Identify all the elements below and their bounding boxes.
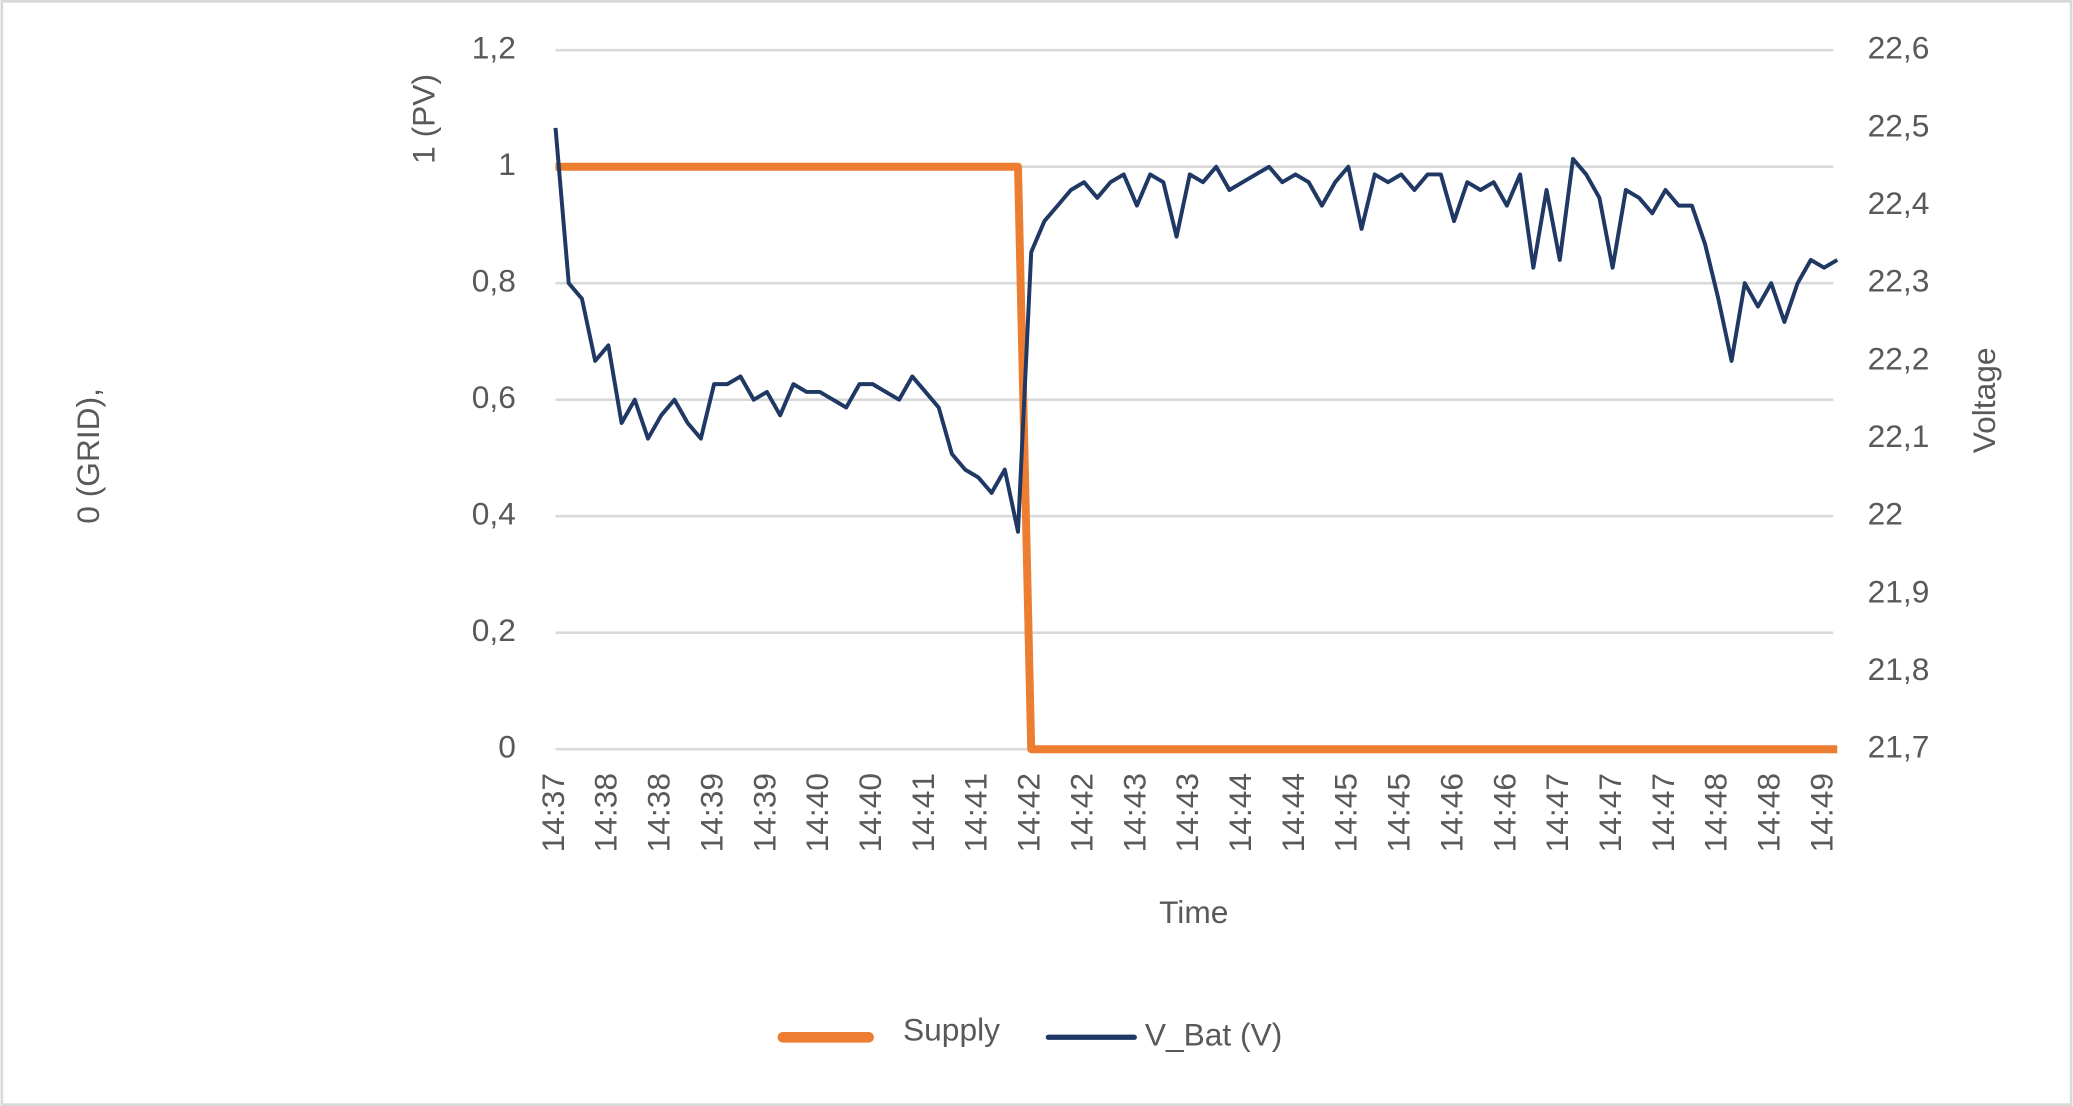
legend-label: Supply — [903, 1011, 1000, 1047]
x-tick-label: 14:41 — [905, 773, 941, 852]
x-tick-label: 14:45 — [1381, 773, 1417, 852]
series-line — [553, 127, 1839, 534]
x-tick-label: 14:46 — [1433, 773, 1469, 852]
x-tick-label: 14:45 — [1328, 773, 1364, 852]
x-tick-label: 14:47 — [1592, 773, 1628, 852]
x-tick-label: 14:47 — [1645, 773, 1681, 852]
y2-axis-title: Voltage — [1966, 347, 2002, 453]
y-tick-label: 1 — [498, 146, 516, 182]
y2-tick-label: 21,8 — [1868, 651, 1930, 687]
x-tick-label: 14:44 — [1275, 773, 1311, 852]
x-tick-label: 14:48 — [1698, 773, 1734, 852]
x-tick-label: 14:39 — [746, 773, 782, 852]
y-tick-label: 1,2 — [472, 30, 516, 66]
y-tick-label: 0,2 — [472, 612, 516, 648]
x-tick-label: 14:49 — [1803, 773, 1839, 852]
x-tick-label: 14:44 — [1222, 773, 1258, 852]
x-tick-label: 14:42 — [1011, 773, 1047, 852]
y2-tick-label: 21,7 — [1868, 729, 1930, 765]
x-tick-label: 14:48 — [1751, 773, 1787, 852]
plot-lines — [553, 127, 1839, 754]
y2-tick-label: 22,2 — [1868, 340, 1930, 376]
x-tick-label: 14:41 — [958, 773, 994, 852]
y2-tick-label: 21,9 — [1868, 573, 1930, 609]
x-tick-label: 14:47 — [1539, 773, 1575, 852]
x-tick-label: 14:46 — [1486, 773, 1522, 852]
x-tick-label: 14:38 — [641, 773, 677, 852]
y2-tick-label: 22,6 — [1868, 30, 1930, 66]
x-tick-label: 14:42 — [1063, 773, 1099, 852]
y-tick-label: 0,6 — [472, 379, 516, 415]
x-tick-label: 14:37 — [535, 773, 571, 852]
y-axis-title: 0 (GRID), — [70, 388, 106, 524]
y-tick-label: 0,8 — [472, 263, 516, 299]
y2-tick-label: 22,4 — [1868, 185, 1930, 221]
y2-tick-label: 22,1 — [1868, 418, 1930, 454]
x-tick-label: 14:39 — [693, 773, 729, 852]
x-tick-label: 14:40 — [852, 773, 888, 852]
y2-tick-label: 22 — [1868, 496, 1903, 532]
legend-label: V_Bat (V) — [1145, 1017, 1282, 1053]
y2-tick-label: 22,3 — [1868, 263, 1930, 299]
x-tick-label: 14:38 — [588, 773, 624, 852]
series-line — [555, 162, 1838, 754]
y-tick-label: 0 — [498, 729, 516, 765]
x-tick-label: 14:43 — [1116, 773, 1152, 852]
y2-tick-label: 22,5 — [1868, 107, 1930, 143]
x-tick-label: 14:40 — [799, 773, 835, 852]
x-tick-label: 14:43 — [1169, 773, 1205, 852]
y-tick-label: 0,4 — [472, 496, 516, 532]
x-axis-title: Time — [1159, 894, 1228, 930]
y-axis-title: 1 (PV) — [405, 74, 441, 164]
